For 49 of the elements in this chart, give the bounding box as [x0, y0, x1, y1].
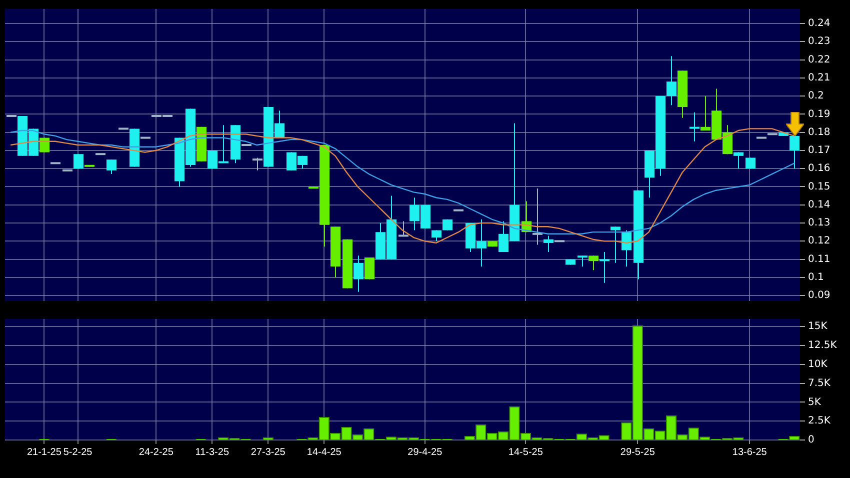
y-tick-label: 0.09: [808, 290, 830, 302]
y-tick-label: 0.19: [808, 108, 830, 120]
x-tick-label: 29-5-25: [620, 446, 656, 458]
candlestick: [544, 235, 554, 253]
x-tick-label: 11-3-25: [195, 446, 230, 458]
candlestick: [666, 56, 676, 106]
y-tick-label: 0.12: [808, 236, 830, 247]
candlestick: [578, 255, 588, 268]
y-tick-label: 12.5K: [808, 340, 838, 352]
y-tick-label: 0.23: [808, 36, 830, 48]
y-tick-label: 0.1: [808, 272, 824, 284]
y-tick-label: 0: [808, 434, 814, 446]
y-tick-label: 2.5K: [808, 416, 831, 427]
candlestick: [600, 252, 610, 284]
x-tick-label: 29-4-25: [408, 446, 443, 458]
candlestick: [610, 226, 620, 264]
y-tick-label: 0.2: [808, 90, 824, 102]
y-tick-label: 0.13: [808, 218, 830, 229]
candlestick: [40, 137, 50, 153]
candlestick: [532, 188, 542, 246]
x-tick-label: 24-2-25: [138, 446, 174, 458]
y-tick-label: 0.21: [808, 72, 830, 84]
candlestick: [588, 255, 598, 271]
candlestick: [734, 152, 744, 170]
y-tick-label: 15K: [808, 321, 828, 332]
x-tick-label: 14-4-25: [306, 446, 342, 458]
candlestick: [690, 112, 700, 142]
x-tick-label: 5-2-25: [63, 446, 93, 458]
y-tick-label: 0.22: [808, 54, 830, 66]
x-tick-label: 27-3-25: [250, 446, 286, 458]
candlestick: [398, 220, 408, 237]
candlestick: [74, 154, 84, 170]
candlestick: [354, 255, 364, 292]
y-tick-label: 5K: [808, 396, 822, 408]
x-tick-label: 13-6-25: [732, 446, 768, 458]
x-tick-label: 21-1-25: [26, 446, 62, 458]
y-tick-label: 0.17: [808, 145, 830, 156]
candlestick: [622, 230, 632, 268]
candlestick: [252, 157, 262, 171]
y-tick-label: 0.15: [808, 181, 830, 192]
y-tick-label: 0.14: [808, 199, 830, 210]
y-tick-label: 0.16: [808, 163, 830, 174]
y-tick-label: 0.11: [808, 254, 830, 265]
candlestick: [106, 159, 116, 175]
y-tick-label: 7.5K: [808, 378, 831, 389]
x-tick-label: 14-5-25: [508, 446, 544, 458]
y-tick-label: 0.24: [808, 18, 830, 30]
y-tick-label: 0.18: [808, 126, 830, 138]
y-tick-label: 10K: [808, 358, 828, 370]
